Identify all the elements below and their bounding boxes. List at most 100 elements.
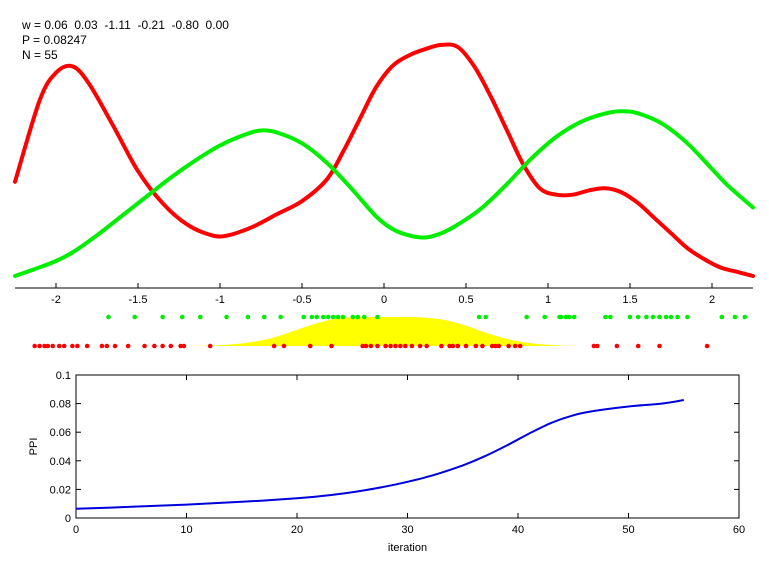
green-sample-dot	[567, 314, 572, 320]
red-sample-dot	[281, 343, 287, 349]
red-curve-line	[13, 42, 755, 278]
green-sample-dot	[350, 314, 356, 320]
red-sample-dot	[480, 343, 485, 349]
red-sample-dot	[393, 343, 398, 349]
green-sample-dot	[278, 314, 283, 320]
green-sample-dot	[301, 314, 306, 320]
green-sample-dot	[340, 314, 346, 320]
green-sample-dot	[657, 314, 662, 320]
density-area	[179, 317, 589, 346]
green-sample-dot	[132, 314, 138, 320]
green-sample-dot	[542, 314, 548, 320]
green-sample-dot	[558, 314, 564, 320]
red-sample-dot	[447, 343, 452, 349]
red-sample-dot	[50, 343, 56, 349]
x-tick-label: -1	[215, 294, 225, 306]
x-tick-label: 30	[401, 524, 413, 536]
red-sample-dot	[493, 343, 498, 349]
x-tick-label: -0.5	[293, 294, 312, 306]
green-sample-dot	[160, 314, 165, 320]
x-tick-label: 1	[545, 294, 551, 306]
density-shape	[179, 317, 589, 346]
green-sample-dot	[557, 314, 562, 320]
red-sample-dot	[360, 343, 365, 349]
green-sample-dot	[483, 314, 488, 320]
weights-text: w = 0.06 0.03 -1.11 -0.21 -0.80 0.00	[22, 18, 229, 32]
green-sample-dot	[261, 314, 267, 320]
green-sample-dot	[335, 314, 341, 320]
x-tick-label: 60	[733, 524, 745, 536]
red-sample-dot	[635, 343, 641, 349]
green-sample-dot	[224, 314, 229, 320]
red-sample-dot	[368, 343, 374, 349]
n-count-text: N = 55	[22, 48, 58, 62]
y-tick-label: 0.1	[56, 370, 71, 382]
red-sample-dot	[614, 343, 620, 349]
green-sample-dot	[685, 314, 690, 320]
green-sample-dot	[375, 314, 380, 320]
red-sample-dot	[388, 343, 393, 349]
green-sample-dot	[650, 314, 656, 320]
green-curve-line	[13, 109, 755, 278]
green-sample-dot	[563, 314, 569, 320]
green-sample-dot	[355, 314, 361, 320]
green-sample-dot	[245, 314, 251, 320]
x-tick-label: 0.5	[458, 294, 473, 306]
green-sample-dot	[314, 314, 320, 320]
red-sample-dot	[489, 343, 495, 349]
green-sample-dot	[635, 314, 641, 320]
red-sample-dot	[37, 343, 42, 349]
green-sample-dot	[524, 314, 529, 320]
red-sample-dot	[506, 343, 511, 349]
x-tick-label: -2	[51, 294, 61, 306]
red-sample-dot	[307, 343, 313, 349]
red-sample-dot	[363, 343, 369, 349]
y-tick-label: 0.06	[50, 427, 71, 439]
red-sample-dot	[439, 343, 444, 349]
red-sample-dot	[704, 343, 710, 349]
x-tick-label: 50	[622, 524, 634, 536]
red-sample-dot	[591, 343, 597, 349]
green-sample-dot	[608, 314, 613, 320]
red-sample-dot	[152, 343, 157, 349]
green-sample-dot	[675, 314, 680, 320]
y-tick-label: 0.04	[50, 456, 71, 468]
y-tick-label: 0	[65, 513, 71, 525]
green-sample-dot	[106, 314, 111, 320]
red-sample-dot	[142, 343, 147, 349]
green-sample-dot	[668, 314, 674, 320]
green-sample-dot	[571, 314, 577, 320]
red-sample-dot	[70, 343, 75, 349]
ppi-x-axis-label: iteration	[388, 542, 427, 554]
curves-x-axis: -2 -1.5 -1 -0.5 0 0.5 1 1.5 2	[15, 283, 753, 306]
red-sample-dot	[424, 343, 429, 349]
red-sample-dot	[329, 343, 334, 349]
green-sample-dot	[603, 314, 608, 320]
red-sample-dot	[45, 343, 51, 349]
red-sample-dot	[42, 343, 47, 349]
x-tick-label: -1.5	[129, 294, 148, 306]
red-sample-dot	[56, 343, 62, 349]
x-tick-label: 40	[512, 524, 524, 536]
red-sample-dot	[160, 343, 165, 349]
red-sample-dot	[207, 343, 213, 349]
x-tick-label: 20	[291, 524, 303, 536]
red-sample-dot	[455, 343, 461, 349]
red-sample-dot	[125, 343, 131, 349]
ppi-axes: 0 10 20 30 40 50 60 0 0.02 0.04 0.06 0.08 0.1	[50, 370, 746, 536]
red-sample-dot	[181, 343, 187, 349]
red-sample-dot	[112, 343, 118, 349]
x-tick-label: 0	[381, 294, 387, 306]
ppi-series-line	[75, 399, 684, 510]
green-sample-dot	[179, 314, 185, 320]
red-sample-dot	[383, 343, 388, 349]
red-sample-dot	[398, 343, 403, 349]
sample-points	[32, 314, 748, 349]
red-sample-dot	[512, 343, 518, 349]
red-sample-dot	[32, 343, 37, 349]
red-sample-dot	[409, 343, 415, 349]
green-sample-dot	[719, 314, 725, 320]
